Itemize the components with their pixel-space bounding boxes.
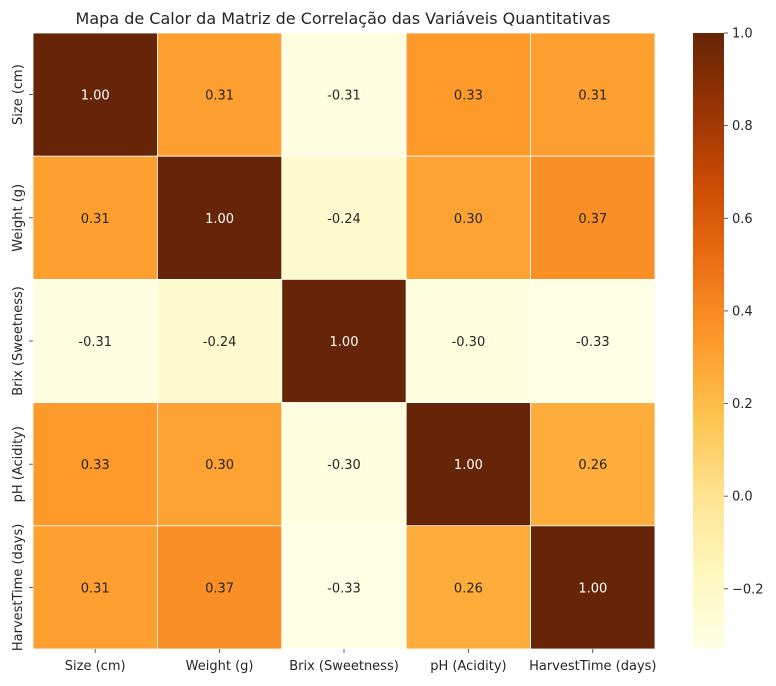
colorbar-tick-label: −0.2 [732, 582, 764, 597]
cell-value-label: -0.24 [327, 212, 361, 227]
cell-value-labels: 1.00 0.31 -0.31 0.33 0.31 0.31 1.00 -0.24 0.30 0.… [78, 89, 609, 597]
heatmap-cell [405, 32, 532, 157]
heatmap-cell [32, 32, 158, 157]
cell-value-label: 0.33 [454, 89, 483, 104]
cell-value-label: -0.24 [203, 335, 237, 350]
heatmap-cell [281, 402, 407, 527]
cell-value-label: -0.31 [78, 335, 112, 350]
heatmap-cell [156, 155, 283, 280]
cell-value-label: 0.31 [578, 89, 607, 104]
x-tick-label: pH (Acidity) [430, 659, 506, 674]
x-tick-label: Size (cm) [65, 659, 126, 674]
cell-value-label: -0.30 [327, 458, 361, 473]
cell-value-label: 0.31 [81, 212, 110, 227]
heatmap-cell [530, 402, 656, 527]
y-axis-tick-labels: Size (cm) Weight (g) Brix (Sweetness) pH (A… [11, 64, 33, 651]
colorbar-tick-label: 0.4 [732, 304, 753, 319]
cell-value-label: 0.37 [578, 212, 607, 227]
heatmap-cell [530, 32, 656, 157]
cell-value-label: -0.31 [327, 89, 361, 104]
x-tick-label: Brix (Sweetness) [289, 659, 399, 674]
colorbar-tick-label: 0.2 [732, 397, 753, 412]
x-tick-label: Weight (g) [186, 659, 254, 674]
heatmap-cell [281, 525, 407, 650]
colorbar-gradient [693, 33, 724, 649]
colorbar-tick-label: 0.6 [732, 212, 753, 227]
colorbar: −0.2 0.0 0.2 0.4 0.6 0.8 1.0 [693, 27, 764, 649]
cell-value-label: 0.33 [81, 458, 110, 473]
cell-value-label: 1.00 [454, 458, 483, 473]
heatmap-cell [530, 278, 656, 403]
heatmap-cell [405, 278, 532, 403]
cell-value-label: -0.33 [576, 335, 610, 350]
heatmap-cell [156, 525, 283, 650]
heatmap-cell [530, 525, 656, 650]
cell-value-label: 1.00 [81, 89, 110, 104]
cell-value-label: 1.00 [578, 581, 607, 596]
heatmap-cell [281, 155, 407, 280]
cell-value-label: 0.30 [454, 212, 483, 227]
heatmap-cell [281, 278, 407, 403]
cell-value-label: 0.31 [205, 89, 234, 104]
cell-value-label: 1.00 [330, 335, 359, 350]
heatmap-cell [281, 32, 407, 157]
heatmap-cells [32, 32, 656, 650]
heatmap-cell [156, 278, 283, 403]
heatmap-cell [405, 402, 532, 527]
colorbar-tick-label: 0.0 [732, 490, 753, 505]
heatmap-cell [32, 525, 158, 650]
heatmap-cell [156, 32, 283, 157]
heatmap-cell [32, 155, 158, 280]
y-tick-label: Size (cm) [11, 64, 26, 125]
y-tick-label: HarvestTime (days) [11, 524, 26, 651]
colorbar-tick-label: 0.8 [732, 119, 753, 134]
cell-value-label: -0.30 [452, 335, 486, 350]
heatmap-cell [156, 402, 283, 527]
cell-value-label: 1.00 [205, 212, 234, 227]
y-tick-label: pH (Acidity) [11, 426, 26, 502]
cell-value-label: 0.26 [578, 458, 607, 473]
cell-value-label: -0.33 [327, 581, 361, 596]
cell-value-label: 0.31 [81, 581, 110, 596]
heatmap-cell [530, 155, 656, 280]
cell-value-label: 0.26 [454, 581, 483, 596]
y-tick-label: Weight (g) [11, 184, 26, 252]
cell-value-label: 0.37 [205, 581, 234, 596]
x-tick-label: HarvestTime (days) [529, 659, 656, 674]
y-tick-label: Brix (Sweetness) [11, 286, 26, 396]
colorbar-tick-labels: −0.2 0.0 0.2 0.4 0.6 0.8 1.0 [724, 27, 764, 597]
x-axis-tick-labels: Size (cm) Weight (g) Brix (Sweetness) pH (A… [65, 649, 657, 674]
cell-value-label: 0.30 [205, 458, 234, 473]
colorbar-tick-label: 1.0 [732, 27, 753, 42]
chart-title: Mapa de Calor da Matriz de Correlação da… [76, 9, 611, 28]
